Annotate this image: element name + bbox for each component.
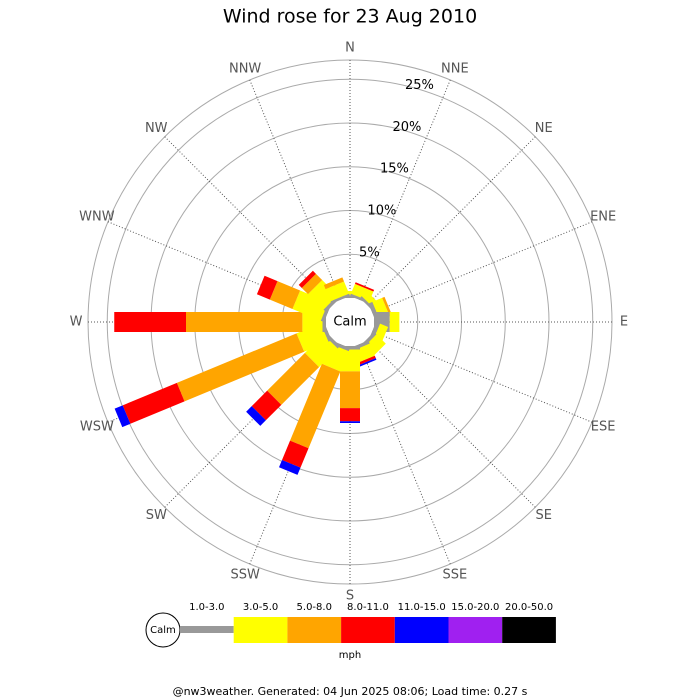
direction-label: SSW (230, 568, 260, 583)
legend-swatch (233, 617, 288, 643)
calm-circle (326, 298, 374, 346)
calm-label: Calm (333, 315, 366, 330)
bar-segment (356, 355, 376, 366)
direction-label: ESE (591, 419, 616, 434)
unit-label: mph (339, 650, 361, 661)
bar-segment (340, 421, 360, 423)
direction-label: NE (535, 121, 553, 136)
direction-label: E (620, 315, 628, 330)
bar-segment (330, 293, 351, 304)
legend-label: 8.0-11.0 (347, 602, 389, 613)
footer: @nw3weather. Generated: 04 Jun 2025 08:0… (173, 685, 528, 698)
bar-segment (301, 273, 323, 295)
direction-label: W (70, 315, 83, 330)
r-tick-label: 5% (359, 246, 380, 261)
direction-label: SW (146, 508, 167, 523)
bar-segment (290, 363, 341, 449)
legend-swatch (502, 617, 556, 643)
bar-segment (246, 406, 266, 426)
spoke (366, 338, 536, 508)
bar-segment (282, 440, 309, 468)
direction-label: ENE (590, 210, 616, 225)
spoke (358, 343, 451, 565)
bar-segment (279, 459, 301, 475)
direction-label: N (345, 41, 355, 56)
bar-segment (340, 408, 360, 422)
bar-segment (186, 312, 303, 332)
spoke (371, 330, 593, 423)
bar-segment (382, 296, 393, 317)
bar-segment (176, 333, 305, 402)
direction-label: WNW (79, 210, 115, 225)
bar-segment (354, 282, 375, 292)
bar-segment (304, 334, 338, 368)
bar-segment (267, 352, 320, 405)
grid-ring (106, 78, 594, 566)
direction-label: SSE (442, 568, 467, 583)
bar-segment (308, 280, 338, 310)
r-tick-label: 10% (367, 204, 396, 219)
r-tick-label: 15% (380, 162, 409, 177)
bar-segment (323, 277, 345, 290)
bar-segment (325, 281, 350, 302)
legend-label: 1.0-3.0 (189, 602, 224, 613)
legend-label: 3.0-5.0 (243, 602, 278, 613)
direction-label: S (346, 589, 354, 604)
legend-label: 11.0-15.0 (398, 602, 446, 613)
legend-swatch (448, 617, 503, 643)
legend-swatch (180, 626, 234, 633)
direction-label: WSW (80, 419, 114, 434)
bar-segment (292, 290, 329, 321)
bar-segment (340, 371, 360, 409)
legend-label: 20.0-50.0 (505, 602, 553, 613)
r-tick-label: 25% (405, 78, 434, 93)
direction-label: NNW (229, 61, 261, 76)
bar-segment (269, 281, 301, 309)
r-tick-label: 20% (392, 120, 421, 135)
bar-segment (256, 275, 278, 300)
spoke (249, 79, 342, 301)
chart-title: Wind rose for 23 Aug 2010 (223, 6, 477, 28)
bar-segment (389, 312, 400, 332)
bar-segment (114, 405, 131, 428)
bar-segment (298, 270, 316, 288)
bar-segment (357, 358, 377, 368)
direction-label: NW (145, 121, 168, 136)
legend-label: 15.0-20.0 (451, 602, 499, 613)
spoke (358, 79, 451, 301)
bar-segment (114, 312, 186, 332)
direction-label: NNE (441, 61, 469, 76)
legend-calm-label: Calm (150, 625, 176, 636)
spoke (371, 221, 593, 314)
legend-swatch (394, 617, 449, 643)
spoke (366, 136, 536, 306)
spoke (164, 136, 334, 306)
direction-label: SE (536, 508, 552, 523)
bar-segment (251, 390, 282, 421)
legend-label: 5.0-8.0 (297, 602, 332, 613)
legend-swatch (341, 617, 395, 643)
legend-swatch (287, 617, 342, 643)
bar-segment (122, 382, 185, 424)
